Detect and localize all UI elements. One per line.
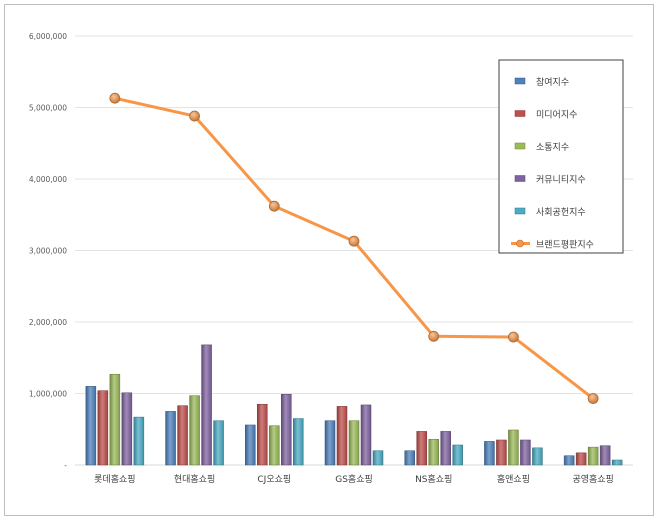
y-tick-label: 6,000,000	[29, 32, 67, 41]
line-point-CJ오쇼핑	[268, 200, 280, 212]
bar-사회공헌지수-롯데홈쇼핑	[133, 416, 145, 466]
bar-커뮤니티지수-현대홈쇼핑	[201, 344, 212, 466]
x-tick-label: 홈앤쇼핑	[497, 473, 530, 485]
bar-사회공헌지수-홈앤쇼핑	[532, 447, 543, 466]
y-axis-ticks: - 1,000,000 2,000,000 3,000,000 4,000,000 5,0…	[29, 32, 67, 470]
bar-미디어지수-GS홈쇼핑	[336, 406, 348, 466]
bar-참여지수-현대홈쇼핑	[165, 411, 176, 466]
legend-label: 미디어지수	[536, 110, 577, 121]
bar-소통지수-NS홈쇼핑	[428, 439, 439, 466]
bar-사회공헌지수-CJ오쇼핑	[293, 418, 304, 466]
x-tick-label: GS홈쇼핑	[335, 473, 373, 485]
legend-label: 커뮤니티지수	[536, 175, 586, 186]
bar-커뮤니티지수-롯데홈쇼핑	[121, 392, 133, 466]
bar-미디어지수-홈앤쇼핑	[496, 439, 507, 466]
x-axis-ticks: 롯데홈쇼핑 현대홈쇼핑 CJ오쇼핑 GS홈쇼핑 NS홈쇼핑 홈앤쇼핑 공영홈쇼핑	[94, 473, 614, 485]
y-tick-label: 5,000,000	[29, 104, 67, 113]
legend-swatch-미디어지수	[514, 110, 526, 117]
legend-label: 소통지수	[536, 142, 569, 153]
bar-참여지수-GS홈쇼핑	[324, 420, 336, 466]
bar-미디어지수-NS홈쇼핑	[416, 431, 427, 466]
bar-커뮤니티지수-홈앤쇼핑	[520, 439, 531, 466]
y-tick-label: -	[64, 461, 67, 470]
bar-참여지수-CJ오쇼핑	[245, 424, 256, 466]
y-tick-label: 1,000,000	[29, 390, 67, 399]
bar-소통지수-CJ오쇼핑	[269, 425, 280, 466]
line-point-공영홈쇼핑	[587, 393, 599, 404]
legend-swatch-브랜드평판지수	[511, 239, 530, 248]
x-tick-label: 롯데홈쇼핑	[94, 473, 135, 485]
bar-참여지수-공영홈쇼핑	[563, 455, 575, 466]
chart-canvas: - 1,000,000 2,000,000 3,000,000 4,000,000 5,0…	[29, 32, 633, 485]
bar-소통지수-홈앤쇼핑	[508, 429, 519, 466]
line-point-롯데홈쇼핑	[109, 92, 121, 104]
chart-frame: - 1,000,000 2,000,000 3,000,000 4,000,000 5,0…	[4, 4, 654, 516]
bar-참여지수-롯데홈쇼핑	[85, 386, 97, 466]
legend-swatch-사회공헌지수	[514, 207, 526, 215]
x-tick-label: NS홈쇼핑	[415, 473, 452, 485]
bar-커뮤니티지수-GS홈쇼핑	[360, 404, 372, 466]
bar-소통지수-롯데홈쇼핑	[109, 373, 121, 466]
legend-label: 사회공헌지수	[536, 207, 586, 218]
bar-소통지수-공영홈쇼핑	[587, 446, 599, 466]
bar-커뮤니티지수-공영홈쇼핑	[599, 445, 611, 466]
gridlines	[75, 35, 633, 466]
bar-커뮤니티지수-NS홈쇼핑	[440, 431, 451, 466]
bar-참여지수-NS홈쇼핑	[404, 450, 415, 466]
bar-사회공헌지수-현대홈쇼핑	[213, 420, 224, 466]
x-tick-label: CJ오쇼핑	[257, 474, 291, 485]
line-point-GS홈쇼핑	[348, 235, 360, 247]
bar-소통지수-GS홈쇼핑	[348, 420, 360, 466]
bar-미디어지수-롯데홈쇼핑	[97, 390, 109, 466]
y-tick-label: 4,000,000	[29, 175, 67, 184]
bar-미디어지수-현대홈쇼핑	[177, 405, 188, 466]
x-tick-label: 공영홈쇼핑	[572, 473, 613, 485]
bar-사회공헌지수-공영홈쇼핑	[611, 459, 623, 466]
bar-소통지수-현대홈쇼핑	[189, 395, 200, 466]
bar-커뮤니티지수-CJ오쇼핑	[281, 393, 292, 466]
bar-미디어지수-CJ오쇼핑	[257, 403, 268, 466]
y-tick-label: 3,000,000	[29, 247, 67, 256]
bar-참여지수-홈앤쇼핑	[484, 441, 495, 466]
legend-swatch-참여지수	[514, 77, 526, 85]
bar-미디어지수-공영홈쇼핑	[575, 452, 587, 466]
legend-label: 브랜드평판지수	[536, 240, 594, 251]
legend-label: 참여지수	[536, 76, 569, 88]
bars	[85, 344, 623, 466]
y-tick-label: 2,000,000	[29, 318, 67, 327]
line-point-홈앤쇼핑	[508, 331, 519, 343]
legend-swatch-소통지수	[514, 142, 526, 150]
legend-box	[498, 59, 624, 254]
legend-swatch-커뮤니티지수	[514, 175, 526, 182]
line-series	[109, 92, 599, 404]
x-tick-label: 현대홈쇼핑	[174, 473, 215, 485]
bar-사회공헌지수-NS홈쇼핑	[452, 444, 463, 466]
bar-사회공헌지수-GS홈쇼핑	[372, 450, 384, 466]
line-point-현대홈쇼핑	[189, 110, 200, 122]
line-point-NS홈쇼핑	[428, 330, 440, 342]
